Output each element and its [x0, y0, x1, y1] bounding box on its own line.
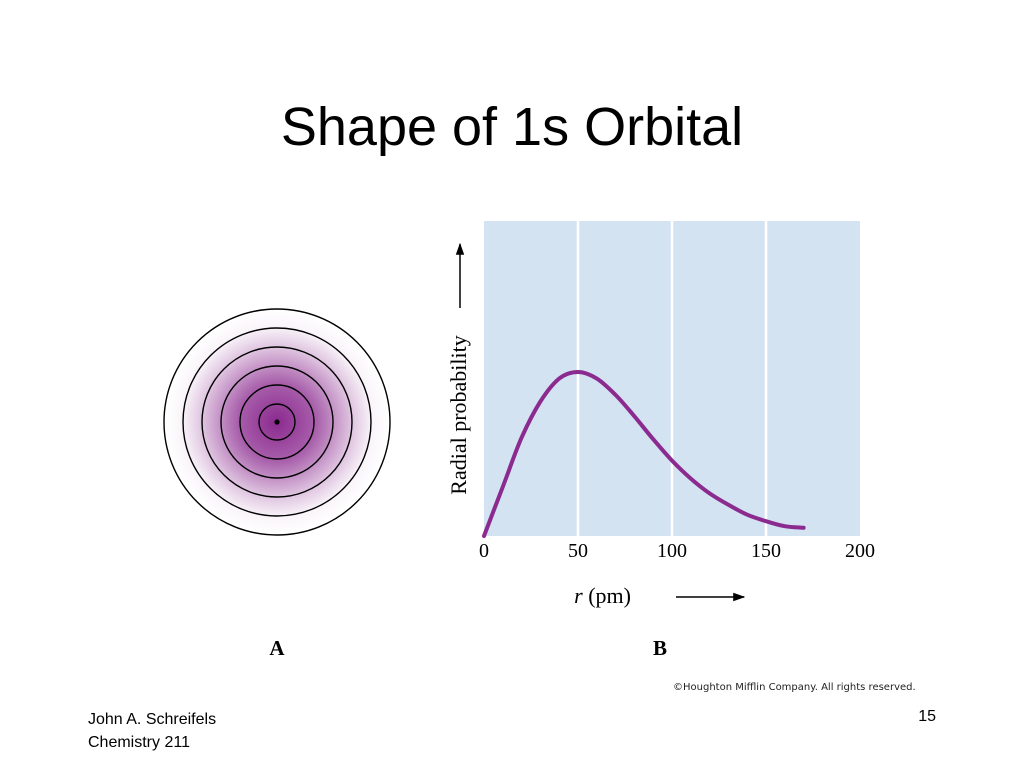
panel-label-a: A: [269, 636, 285, 660]
x-tick-label: 150: [751, 540, 781, 562]
orbital-shell-ring: [163, 308, 391, 536]
radial-probability-plot: 0 50 100 150 200: [479, 221, 875, 562]
x-tick-label: 50: [568, 540, 588, 562]
y-axis-label: Radial probability: [446, 335, 471, 494]
copyright-notice: ©Houghton Mifflin Company. All rights re…: [673, 682, 916, 693]
x-tick-label: 100: [657, 540, 687, 562]
orbital-shell-ring: [258, 403, 296, 441]
slide-title: Shape of 1s Orbital: [280, 97, 744, 157]
orbital-diagram-a: [163, 308, 391, 536]
panel-label-b: B: [653, 636, 667, 660]
page-number: 15: [918, 708, 936, 725]
radial-probability-curve: [482, 370, 806, 538]
x-tick-label: 0: [479, 540, 489, 562]
x-axis-label: r (pm): [574, 583, 631, 608]
nucleus-dot: [274, 419, 280, 425]
orbital-shell-ring: [220, 365, 334, 479]
footer-info: John A. Schreifels Chemistry 211: [88, 708, 216, 754]
x-tick-label: 200: [845, 540, 875, 562]
orbital-shell-ring: [201, 346, 353, 498]
orbital-shell-ring: [182, 327, 372, 517]
footer-course: Chemistry 211: [88, 734, 190, 751]
footer-author: John A. Schreifels: [88, 711, 217, 728]
orbital-shell-ring: [239, 384, 315, 460]
